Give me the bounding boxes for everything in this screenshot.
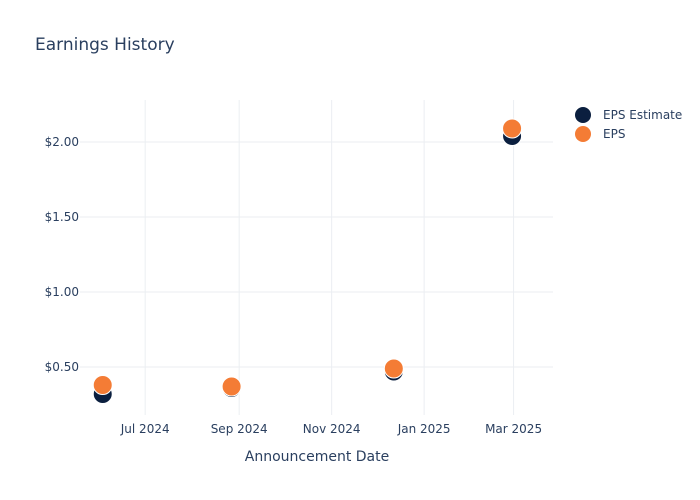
point-series-1-3[interactable] [502,118,523,139]
series-eps-estimate [92,126,523,404]
y-tick-label-0: $0.50 [45,360,79,374]
point-series-1-2[interactable] [383,358,404,379]
legend-item-1[interactable]: EPS [575,126,625,142]
x-tick-label-3: Jan 2025 [397,422,451,436]
y-tick-label-1: $1.00 [45,285,79,299]
series-eps [92,118,523,397]
legend-marker-0 [575,107,591,123]
x-axis-title: Announcement Date [245,449,389,465]
x-tick-label-4: Mar 2025 [485,422,542,436]
legend-label-1: EPS [603,127,625,141]
tick-labels: Jul 2024 Sep 2024 Nov 2024 Jan 2025 Mar 2025… [45,135,542,436]
markers [92,118,523,404]
legend[interactable]: EPS Estimate EPS [575,107,682,142]
x-tick-label-1: Sep 2024 [211,422,268,436]
chart-title: Earnings History [35,35,175,55]
legend-item-0[interactable]: EPS Estimate [575,107,682,123]
x-tick-label-0: Jul 2024 [120,422,170,436]
legend-label-0: EPS Estimate [603,108,682,122]
x-tick-label-2: Nov 2024 [303,422,361,436]
point-series-1-0[interactable] [92,375,113,395]
grid [80,100,553,415]
y-tick-label-2: $1.50 [45,210,79,224]
y-tick-label-3: $2.00 [45,135,79,149]
point-series-1-1[interactable] [221,376,242,397]
legend-marker-1 [575,126,591,142]
